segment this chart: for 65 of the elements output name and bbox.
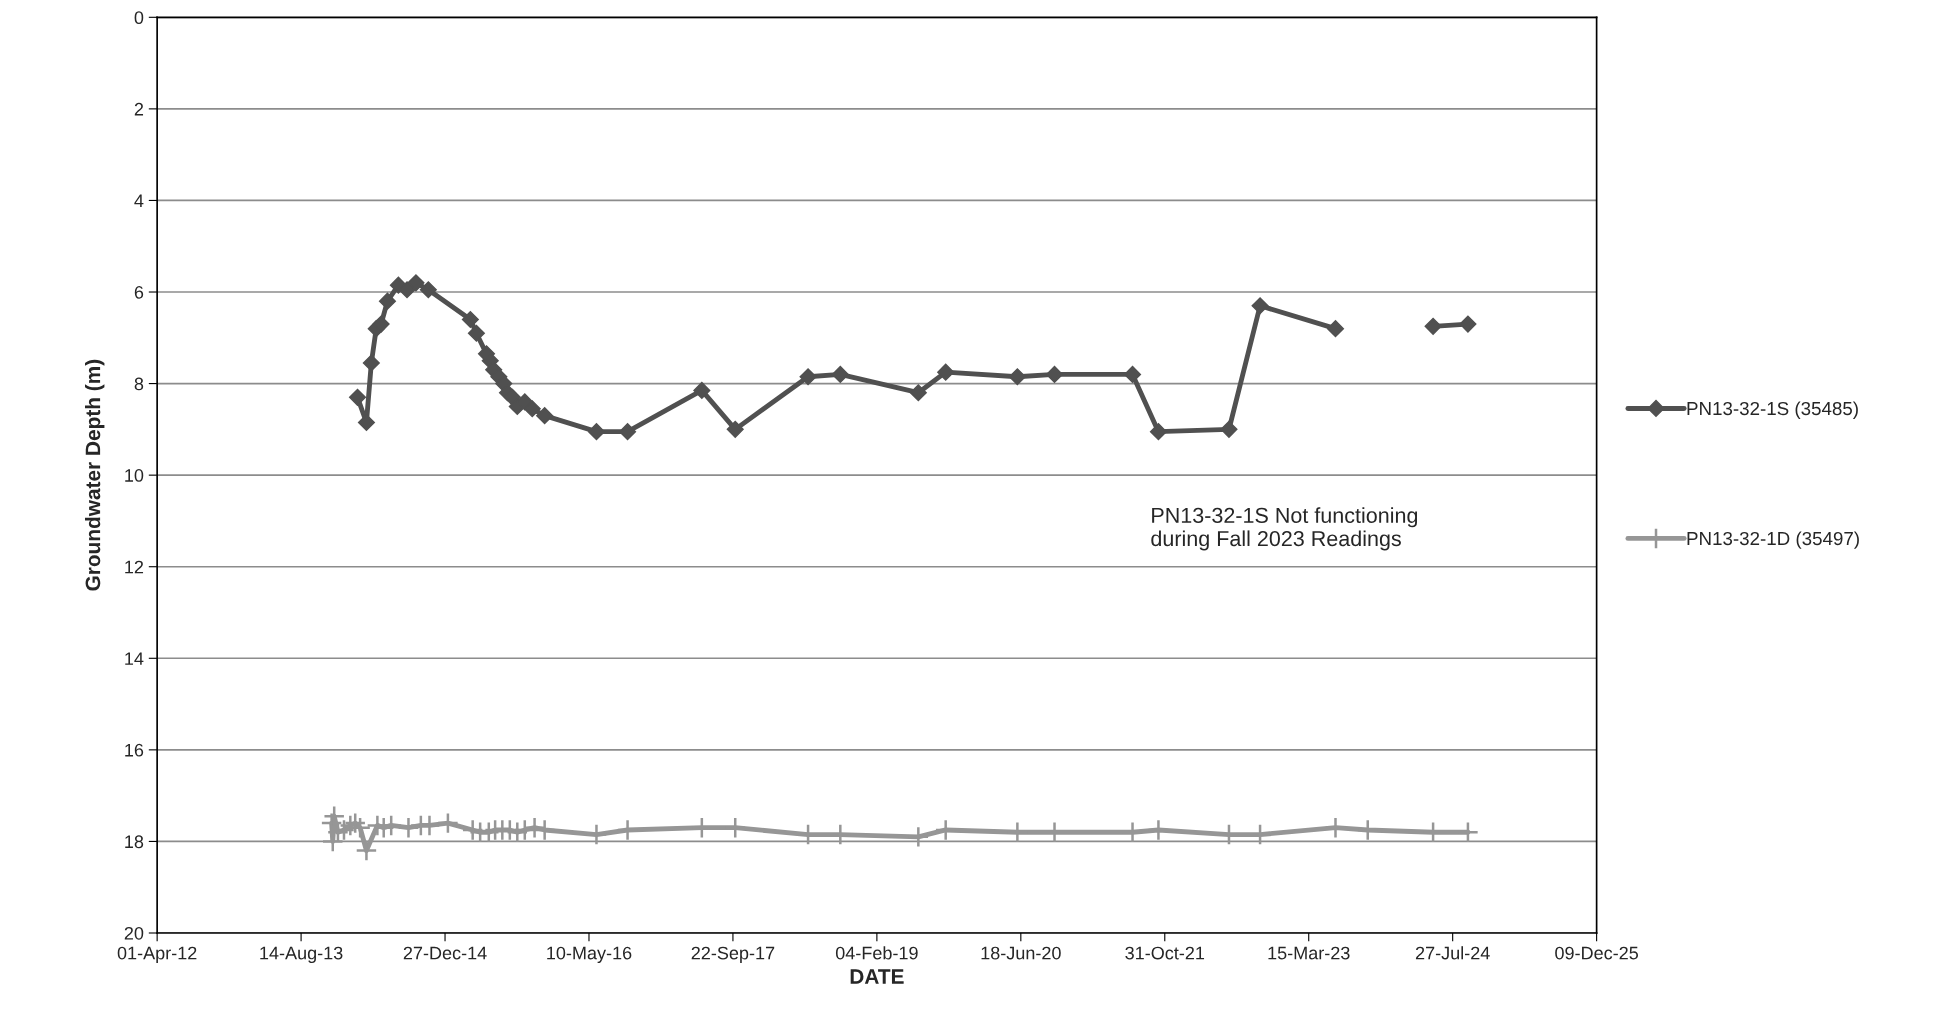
x-tick-label: 22-Sep-17 [691, 946, 775, 964]
x-tick-label: 09-Dec-25 [1555, 946, 1639, 960]
x-tick-label: 27-Jul-24 [1415, 946, 1490, 960]
point [1149, 423, 1167, 441]
point [1008, 368, 1026, 386]
point [533, 819, 556, 841]
point [467, 324, 485, 342]
point [1045, 365, 1064, 383]
x-tick-label: 27-Dec-14 [403, 946, 487, 960]
point [587, 423, 606, 441]
y-tick-label: 18 [125, 835, 144, 849]
y-tick-label: 12 [125, 560, 144, 574]
x-tick-label: 31-Oct-21 [1125, 946, 1205, 960]
point [1220, 420, 1238, 438]
point [909, 384, 927, 402]
y-tick-label: 0 [134, 11, 144, 25]
x-tick-label: 15-Mar-23 [1268, 946, 1350, 960]
point [831, 365, 849, 383]
point [348, 388, 367, 406]
point [461, 310, 479, 329]
point [362, 354, 380, 372]
point [523, 400, 541, 418]
x-tick-label: 10-May-16 [547, 946, 632, 964]
point [799, 368, 817, 386]
point [1326, 320, 1345, 338]
x-tick-label: 01-Apr-12 [117, 946, 197, 964]
y-axis-title: Groundwater Depth (m) [85, 359, 105, 591]
point [1123, 365, 1142, 383]
point [355, 839, 378, 862]
y-tick-label: 10 [125, 469, 144, 482]
point [1424, 317, 1442, 335]
point [536, 407, 554, 425]
point [419, 281, 437, 299]
point [398, 281, 416, 299]
legend-label: PN13-32-1D (35497) [1687, 531, 1859, 549]
point [523, 816, 546, 839]
point [407, 274, 425, 292]
y-tick-label: 8 [134, 377, 144, 391]
point [1251, 297, 1269, 315]
point [372, 315, 390, 333]
point [380, 814, 403, 837]
point [513, 819, 536, 841]
x-tick-label: 04-Feb-19 [835, 946, 918, 960]
annotation: PN13-32-1S Not functioning during Fall 2023 Readings [1151, 507, 1418, 551]
point [726, 420, 744, 438]
point [461, 819, 484, 841]
point [436, 812, 459, 835]
legend-label: PN13-32-1S (35485) [1687, 401, 1858, 419]
point [397, 816, 420, 839]
x-axis-title: DATE [850, 969, 904, 984]
y-tick-label: 20 [124, 926, 144, 940]
point [619, 423, 637, 441]
point [693, 381, 711, 400]
y-tick-label: 14 [125, 652, 144, 665]
x-tick-label: 18-Jun-20 [981, 946, 1061, 960]
point [1459, 315, 1477, 333]
point [349, 816, 372, 839]
y-tick-label: 6 [134, 285, 144, 299]
y-tick-label: 4 [134, 194, 144, 207]
x-tick-label: 14-Aug-13 [260, 946, 343, 964]
point [506, 821, 529, 844]
y-tick-label: 16 [125, 743, 144, 757]
point [937, 363, 955, 381]
y-tick-label: 2 [134, 102, 144, 116]
point [378, 292, 397, 310]
